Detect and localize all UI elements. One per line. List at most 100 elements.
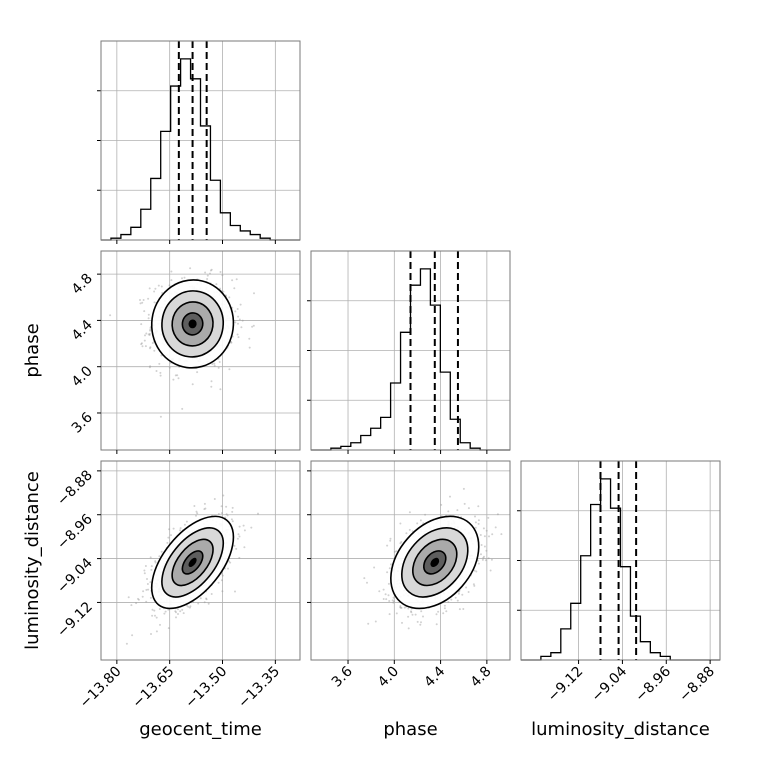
sample-point: [177, 608, 179, 611]
sample-point: [150, 565, 153, 568]
sample-point: [387, 582, 390, 585]
sample-point: [150, 633, 152, 635]
sample-point: [442, 612, 445, 615]
sample-point: [465, 586, 468, 589]
panel-phase-vs-luminosity_distance: [307, 460, 511, 664]
sample-point: [149, 596, 152, 599]
sample-point: [462, 608, 465, 610]
sample-point: [131, 634, 134, 637]
sample-point: [238, 318, 241, 321]
sample-point: [174, 374, 177, 377]
sample-point: [151, 608, 154, 611]
sample-point: [237, 533, 240, 536]
sample-point: [197, 602, 200, 605]
sample-point: [149, 365, 152, 368]
sample-point: [154, 560, 157, 563]
sample-point: [181, 407, 184, 410]
sample-point: [146, 578, 148, 580]
hist-panel-geocent_time: [97, 40, 301, 244]
contour-line: [401, 527, 469, 598]
sample-point: [221, 574, 224, 577]
sample-point: [130, 604, 133, 607]
y-tick-label: 4.4: [69, 317, 96, 344]
sample-point: [458, 608, 461, 611]
sample-point: [154, 287, 157, 290]
sample-point: [485, 549, 488, 552]
sample-point: [420, 621, 422, 624]
sample-point: [219, 271, 222, 273]
sample-point: [234, 310, 237, 313]
sample-point: [206, 274, 209, 277]
sample-point: [435, 623, 438, 626]
x-tick-label: −13.50: [182, 664, 230, 712]
sample-point: [151, 342, 154, 344]
sample-point: [167, 627, 170, 630]
sample-point: [389, 537, 392, 540]
sample-point: [145, 600, 148, 603]
sample-point: [234, 321, 237, 324]
contour-line: [412, 538, 458, 587]
x-axis-title-phase: phase: [383, 719, 437, 740]
sample-point: [158, 362, 161, 365]
sample-point: [483, 555, 485, 558]
sample-point: [416, 522, 419, 525]
sample-point: [235, 278, 238, 281]
sample-point: [488, 535, 490, 538]
sample-point: [147, 297, 150, 300]
sample-point: [378, 590, 381, 593]
sample-point: [382, 588, 385, 591]
sample-point: [154, 614, 156, 617]
x-tick-label: 4.0: [375, 664, 402, 691]
sample-point: [227, 567, 229, 570]
contour-line: [171, 301, 214, 347]
panel-frame: [310, 460, 511, 661]
sample-point: [400, 541, 403, 543]
x-tick-label: 4.4: [421, 663, 448, 690]
sample-point: [386, 544, 389, 547]
sample-point: [386, 571, 389, 574]
histogram-luminosity_distance: [521, 478, 720, 661]
y-tick-label: −9.12: [54, 599, 96, 641]
sample-point: [407, 607, 410, 610]
sample-point: [139, 302, 142, 305]
sample-point: [146, 583, 149, 585]
sample-point: [237, 315, 240, 318]
sample-point: [168, 366, 171, 369]
sample-point: [140, 323, 143, 326]
sample-point: [456, 599, 459, 602]
sample-point: [154, 561, 157, 564]
sample-point: [480, 544, 483, 546]
sample-point: [489, 569, 492, 572]
sample-point: [179, 610, 182, 613]
sample-point: [477, 505, 480, 508]
sample-point: [253, 292, 255, 295]
sample-point: [135, 602, 138, 605]
sample-point: [241, 319, 244, 322]
sample-point: [405, 532, 408, 535]
sample-point: [243, 546, 246, 549]
hist-panel-luminosity_distance: [517, 460, 721, 664]
sample-point: [230, 518, 233, 521]
sample-point: [440, 503, 443, 506]
sample-point: [205, 597, 208, 600]
sample-point: [474, 515, 476, 518]
sample-point: [149, 346, 152, 349]
sample-point: [399, 522, 402, 525]
sample-point: [160, 285, 163, 288]
sample-point: [176, 374, 179, 377]
sample-point: [236, 333, 239, 336]
sample-point: [139, 299, 141, 301]
sample-point: [450, 598, 453, 601]
sample-point: [481, 558, 484, 561]
sample-point: [143, 572, 146, 575]
sample-point: [257, 512, 259, 515]
sample-point: [391, 599, 394, 602]
sample-point: [147, 588, 150, 591]
sample-point: [410, 611, 413, 614]
sample-point: [490, 558, 493, 561]
sample-point: [137, 598, 140, 601]
sample-point: [251, 325, 254, 328]
sample-point: [414, 613, 417, 616]
contour-line: [181, 312, 204, 336]
sample-point: [193, 505, 196, 507]
